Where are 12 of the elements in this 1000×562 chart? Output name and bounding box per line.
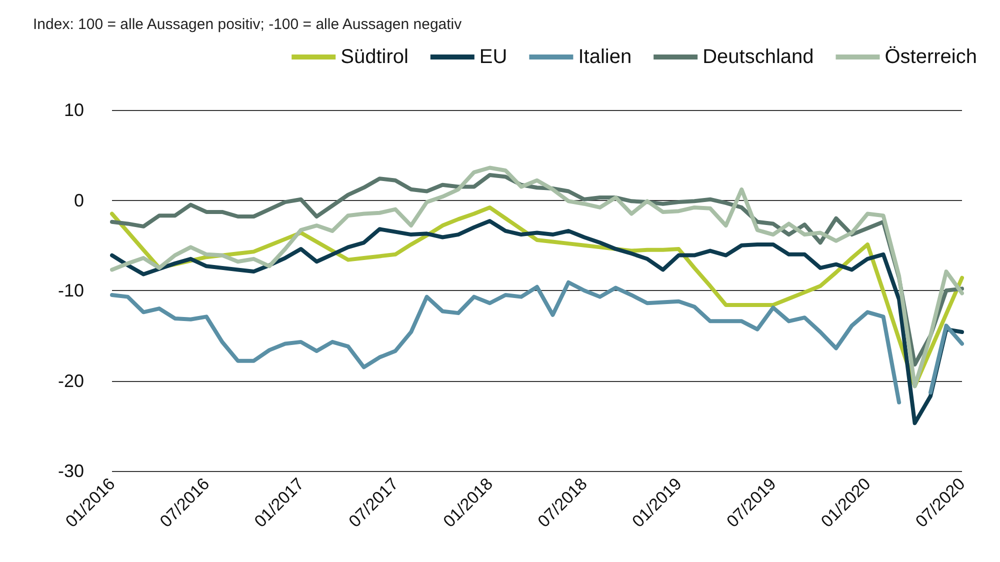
line-series: [110, 219, 964, 426]
y-tick-label: 0: [74, 190, 84, 210]
legend-label: Österreich: [884, 46, 978, 68]
y-tick-label: -30: [58, 461, 84, 481]
legend-label: Deutschland: [702, 46, 814, 68]
legend-label: EU: [479, 46, 508, 68]
y-tick-label: -10: [58, 280, 84, 300]
y-tick-label: -20: [58, 370, 84, 391]
chart-subtitle: Index: 100 = alle Aussagen positiv; -100 = alle Aussagen negativ: [33, 16, 462, 33]
legend-label: Italien: [578, 46, 632, 68]
y-tick-label: 10: [64, 100, 84, 120]
legend-label: Südtirol: [340, 46, 408, 68]
